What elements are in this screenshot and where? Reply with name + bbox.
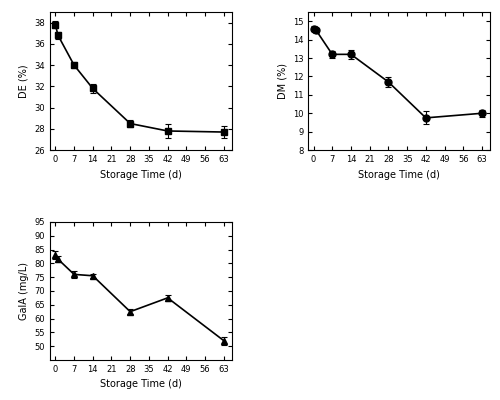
X-axis label: Storage Time (d): Storage Time (d)	[100, 380, 182, 390]
Y-axis label: GalA (mg/L): GalA (mg/L)	[19, 262, 29, 320]
Y-axis label: DM (%): DM (%)	[277, 63, 287, 99]
Y-axis label: DE (%): DE (%)	[19, 64, 29, 98]
X-axis label: Storage Time (d): Storage Time (d)	[358, 170, 440, 180]
X-axis label: Storage Time (d): Storage Time (d)	[100, 170, 182, 180]
